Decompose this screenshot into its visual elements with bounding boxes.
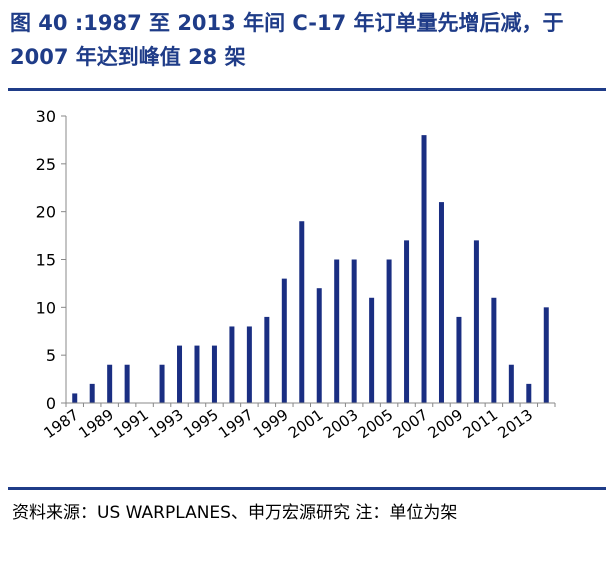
chart-title: 图 40 :1987 至 2013 年间 C-17 年订单量先增后减，于 200… — [10, 11, 564, 69]
bar-1989 — [107, 364, 113, 403]
bar-2000 — [299, 221, 305, 403]
x-axis: 1987198919911993199519971999200120032005… — [40, 402, 556, 443]
y-tick-label: 20 — [36, 203, 56, 222]
bar-2003 — [351, 259, 357, 403]
x-tick-label: 2005 — [355, 406, 397, 443]
bar-2001 — [316, 288, 322, 403]
y-tick-label: 5 — [46, 346, 56, 365]
bar-2013 — [526, 383, 532, 403]
x-tick-label: 1995 — [180, 406, 222, 443]
x-tick-label: 2003 — [320, 406, 362, 443]
bar-2014 — [543, 307, 549, 403]
bar-1993 — [177, 345, 183, 403]
y-tick-label: 25 — [36, 155, 56, 174]
bar-2012 — [508, 364, 514, 403]
bar-chart: 0 5 10 15 20 25 30 198719891991199319951997199… — [36, 107, 556, 443]
bar-1994 — [194, 345, 200, 403]
bar-1997 — [246, 326, 252, 403]
x-tick-label: 1989 — [75, 406, 117, 443]
y-axis: 0 5 10 15 20 25 30 — [36, 107, 67, 413]
bar-2002 — [334, 259, 340, 403]
bar-2010 — [473, 240, 479, 403]
bar-2008 — [438, 202, 444, 403]
bar-1990 — [124, 364, 130, 403]
x-tick-label: 2011 — [460, 406, 502, 443]
bar-2004 — [369, 297, 375, 403]
bar-2005 — [386, 259, 392, 403]
y-tick-label: 30 — [36, 107, 56, 126]
bar-2011 — [491, 297, 497, 403]
x-tick-label: 1999 — [250, 406, 292, 443]
bar-1987 — [72, 393, 78, 403]
x-tick-label: 1993 — [145, 406, 187, 443]
x-tick-label: 1991 — [110, 406, 152, 443]
bar-2007 — [421, 135, 427, 403]
x-tick-label: 2009 — [425, 406, 467, 443]
x-tick-label: 2001 — [285, 406, 327, 443]
y-tick-label: 15 — [36, 251, 56, 270]
footer-divider — [8, 487, 606, 490]
bar-1995 — [211, 345, 217, 403]
bar-1996 — [229, 326, 235, 403]
x-tick-label: 1997 — [215, 406, 257, 443]
source-note: 资料来源：US WARPLANES、申万宏源研究 注：单位为架 — [12, 503, 458, 523]
y-tick-label: 0 — [46, 394, 56, 413]
bar-2006 — [404, 240, 410, 403]
title-divider — [8, 88, 606, 91]
bar-1988 — [89, 383, 95, 403]
x-tick-label: 2013 — [494, 406, 536, 443]
bar-2009 — [456, 316, 462, 403]
y-tick-label: 10 — [36, 298, 56, 317]
bar-1998 — [264, 316, 270, 403]
x-tick-label: 2007 — [390, 406, 432, 443]
bars — [72, 135, 549, 403]
bar-1999 — [281, 278, 287, 403]
bar-1992 — [159, 364, 165, 403]
